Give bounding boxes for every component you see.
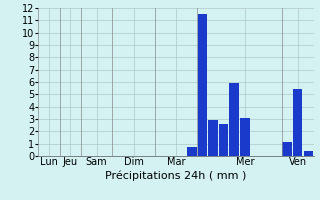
Bar [240, 118, 250, 156]
Bar [219, 124, 228, 156]
Bar [208, 120, 218, 156]
Bar [282, 142, 292, 156]
Bar [198, 14, 207, 156]
Bar [293, 89, 302, 156]
Bar [304, 151, 313, 156]
Bar [229, 83, 239, 156]
Bar [187, 147, 196, 156]
X-axis label: Précipitations 24h ( mm ): Précipitations 24h ( mm ) [105, 170, 247, 181]
